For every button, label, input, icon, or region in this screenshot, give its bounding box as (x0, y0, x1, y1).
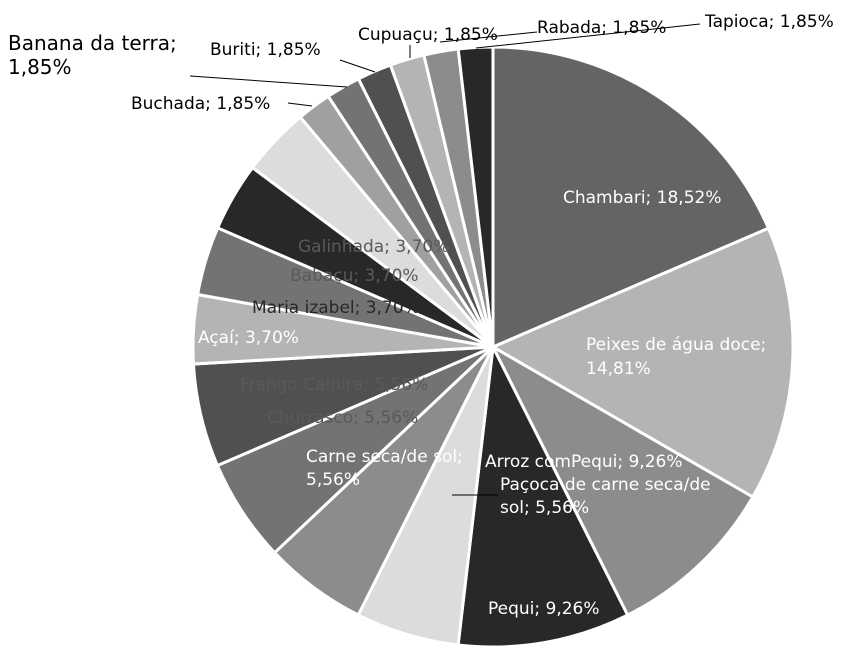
label-churrasco: Churrasco; 5,56% (267, 408, 418, 428)
label-acai: Açaí; 3,70% (198, 328, 299, 348)
label-maria-izabel: Maria izabel; 3,70% (252, 298, 420, 318)
label-tapioca: Tapioca; 1,85% (704, 12, 834, 32)
label-carne-seca-line1: Carne seca/de sol; (306, 447, 463, 467)
label-pacoca-line2: sol; 5,56% (500, 498, 589, 518)
pie-slice-0 (491, 45, 771, 350)
pie-slices (191, 45, 795, 648)
label-banana-da-terra-line1: Banana da terra; (8, 31, 177, 55)
label-rabada: Rabada; 1,85% (537, 18, 666, 38)
leader-line-buchada (287, 102, 313, 107)
pie-slice-2 (489, 343, 755, 618)
label-galinhada: Galinhada; 3,70% (298, 237, 449, 257)
label-peixes-line2: 14,81% (586, 359, 651, 379)
label-cupuacu: Cupuaçu; 1,85% (358, 25, 498, 45)
leader-line-banana-da-terra (189, 75, 348, 88)
label-frango-caipira: Frango Caipira; 5,56% (240, 375, 428, 395)
pie-labels: Chambari; 18,52% Peixes de água doce; 14… (8, 12, 834, 619)
pie-slice-3 (456, 341, 630, 648)
label-banana-da-terra-line2: 1,85% (8, 55, 72, 79)
label-babacu: Babaçu; 3,70% (290, 266, 419, 286)
leader-line-tapioca (475, 23, 701, 49)
pie-slice-17 (456, 45, 495, 348)
leader-line-rabada (439, 31, 538, 43)
label-peixes-line1: Peixes de água doce; (586, 335, 766, 355)
label-chambari: Chambari; 18,52% (563, 188, 722, 208)
label-arroz-com-pequi: Arroz comPequi; 9,26% (485, 452, 683, 472)
label-carne-seca-line2: 5,56% (306, 470, 360, 490)
label-buchada: Buchada; 1,85% (131, 94, 270, 114)
pie-slice-1 (489, 226, 795, 500)
label-pacoca-line1: Paçoca de carne seca/de (500, 475, 711, 495)
leader-lines (189, 23, 701, 496)
label-buriti: Buriti; 1,85% (210, 40, 321, 60)
label-pequi: Pequi; 9,26% (488, 599, 600, 619)
leader-line-buriti (339, 59, 376, 73)
